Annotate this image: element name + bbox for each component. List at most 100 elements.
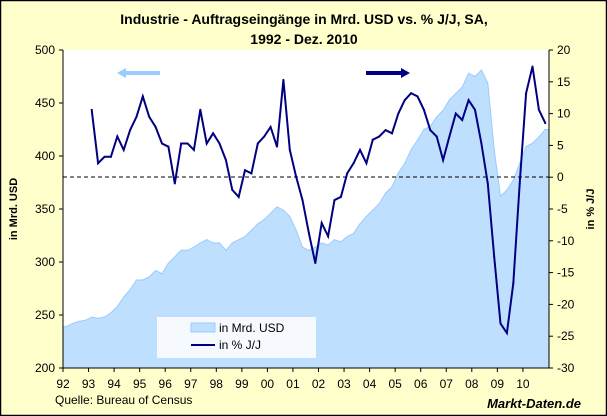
line-point bbox=[205, 142, 208, 145]
right-tick-label: 10 bbox=[557, 107, 571, 121]
right-axis-title: in % J/J bbox=[585, 189, 597, 230]
line-point bbox=[295, 175, 298, 178]
line-point bbox=[531, 65, 534, 68]
area-point bbox=[493, 149, 495, 151]
area-point bbox=[78, 320, 80, 322]
area-point bbox=[269, 212, 272, 214]
line-point bbox=[486, 182, 489, 185]
line-point bbox=[429, 129, 432, 132]
area-point bbox=[193, 246, 195, 248]
right-tick-label: -10 bbox=[557, 234, 575, 248]
legend-area-swatch bbox=[190, 322, 216, 333]
area-point bbox=[506, 189, 508, 191]
area-point bbox=[519, 162, 521, 165]
line-point bbox=[339, 195, 342, 198]
left-tick-label: 250 bbox=[35, 308, 55, 322]
right-axis-arrow bbox=[366, 68, 410, 78]
left-tick-label: 200 bbox=[35, 361, 55, 375]
line-point bbox=[390, 132, 393, 135]
area-point bbox=[442, 109, 444, 112]
x-tick-label: 96 bbox=[159, 377, 173, 391]
x-tick-label: 10 bbox=[516, 377, 530, 391]
area-point bbox=[499, 195, 502, 197]
right-tick-label: 5 bbox=[557, 138, 564, 152]
area-point bbox=[212, 242, 214, 244]
area-point bbox=[225, 249, 227, 251]
area-point bbox=[97, 317, 99, 319]
area-point bbox=[123, 296, 125, 298]
line-point bbox=[135, 115, 138, 118]
area-point bbox=[174, 256, 176, 258]
area-point bbox=[263, 219, 265, 221]
area-point bbox=[378, 203, 380, 205]
line-point bbox=[116, 135, 119, 138]
line-point bbox=[365, 162, 368, 165]
area-point bbox=[308, 249, 310, 251]
line-point bbox=[237, 195, 240, 198]
line-point bbox=[224, 159, 227, 162]
area-point bbox=[295, 229, 297, 231]
line-point bbox=[167, 145, 170, 148]
line-point bbox=[518, 182, 521, 185]
area-point bbox=[448, 99, 451, 101]
area-point bbox=[525, 145, 527, 148]
x-tick-label: 09 bbox=[491, 377, 505, 391]
area-point bbox=[257, 223, 259, 225]
line-point bbox=[186, 142, 189, 145]
line-point bbox=[288, 148, 291, 151]
line-point bbox=[282, 78, 285, 81]
line-point bbox=[346, 172, 349, 175]
line-point bbox=[180, 142, 183, 145]
area-point bbox=[186, 249, 189, 251]
line-point bbox=[314, 262, 317, 265]
area-point bbox=[129, 288, 131, 291]
right-tick-label: 20 bbox=[557, 43, 571, 57]
area-point bbox=[327, 244, 329, 246]
line-point bbox=[97, 162, 100, 165]
x-tick-label: 03 bbox=[337, 377, 351, 391]
line-point bbox=[359, 148, 362, 151]
area-point bbox=[231, 242, 233, 244]
area-point bbox=[161, 273, 163, 275]
left-tick-label: 300 bbox=[35, 255, 55, 269]
area-point bbox=[404, 162, 406, 165]
left-tick-label: 350 bbox=[35, 202, 55, 216]
line-point bbox=[212, 132, 215, 135]
area-point bbox=[135, 279, 138, 281]
line-point bbox=[122, 148, 125, 151]
area-point bbox=[333, 239, 336, 241]
line-series bbox=[90, 65, 547, 336]
area-point bbox=[180, 249, 182, 251]
line-point bbox=[435, 135, 438, 138]
x-tick-label: 04 bbox=[363, 377, 377, 391]
legend-label-yoy: in % J/J bbox=[219, 338, 261, 352]
area-point bbox=[461, 86, 463, 88]
line-point bbox=[397, 112, 400, 115]
right-tick-label: -5 bbox=[557, 202, 568, 216]
line-point bbox=[231, 188, 234, 191]
right-tick-label: -25 bbox=[557, 329, 575, 343]
area-point bbox=[199, 242, 201, 244]
area-point bbox=[365, 215, 368, 218]
line-point bbox=[199, 108, 202, 111]
area-point bbox=[103, 316, 106, 318]
left-tick-label: 400 bbox=[35, 149, 55, 163]
brand-logo: Markt-Daten.de bbox=[487, 396, 581, 411]
area-point bbox=[436, 116, 438, 118]
line-point bbox=[192, 148, 195, 151]
area-point bbox=[91, 316, 93, 318]
left-axis-arrow bbox=[117, 68, 160, 78]
line-point bbox=[141, 95, 144, 98]
area-point bbox=[372, 209, 374, 211]
line-point bbox=[307, 232, 310, 235]
x-tick-label: 97 bbox=[184, 377, 198, 391]
x-tick-label: 99 bbox=[235, 377, 249, 391]
line-point bbox=[320, 221, 323, 224]
line-point bbox=[90, 108, 93, 111]
area-point bbox=[206, 239, 208, 241]
right-tick-label: -15 bbox=[557, 266, 575, 280]
x-tick-label: 08 bbox=[465, 377, 479, 391]
area-point bbox=[474, 75, 476, 78]
area-point bbox=[289, 215, 291, 218]
area-point bbox=[480, 69, 482, 71]
